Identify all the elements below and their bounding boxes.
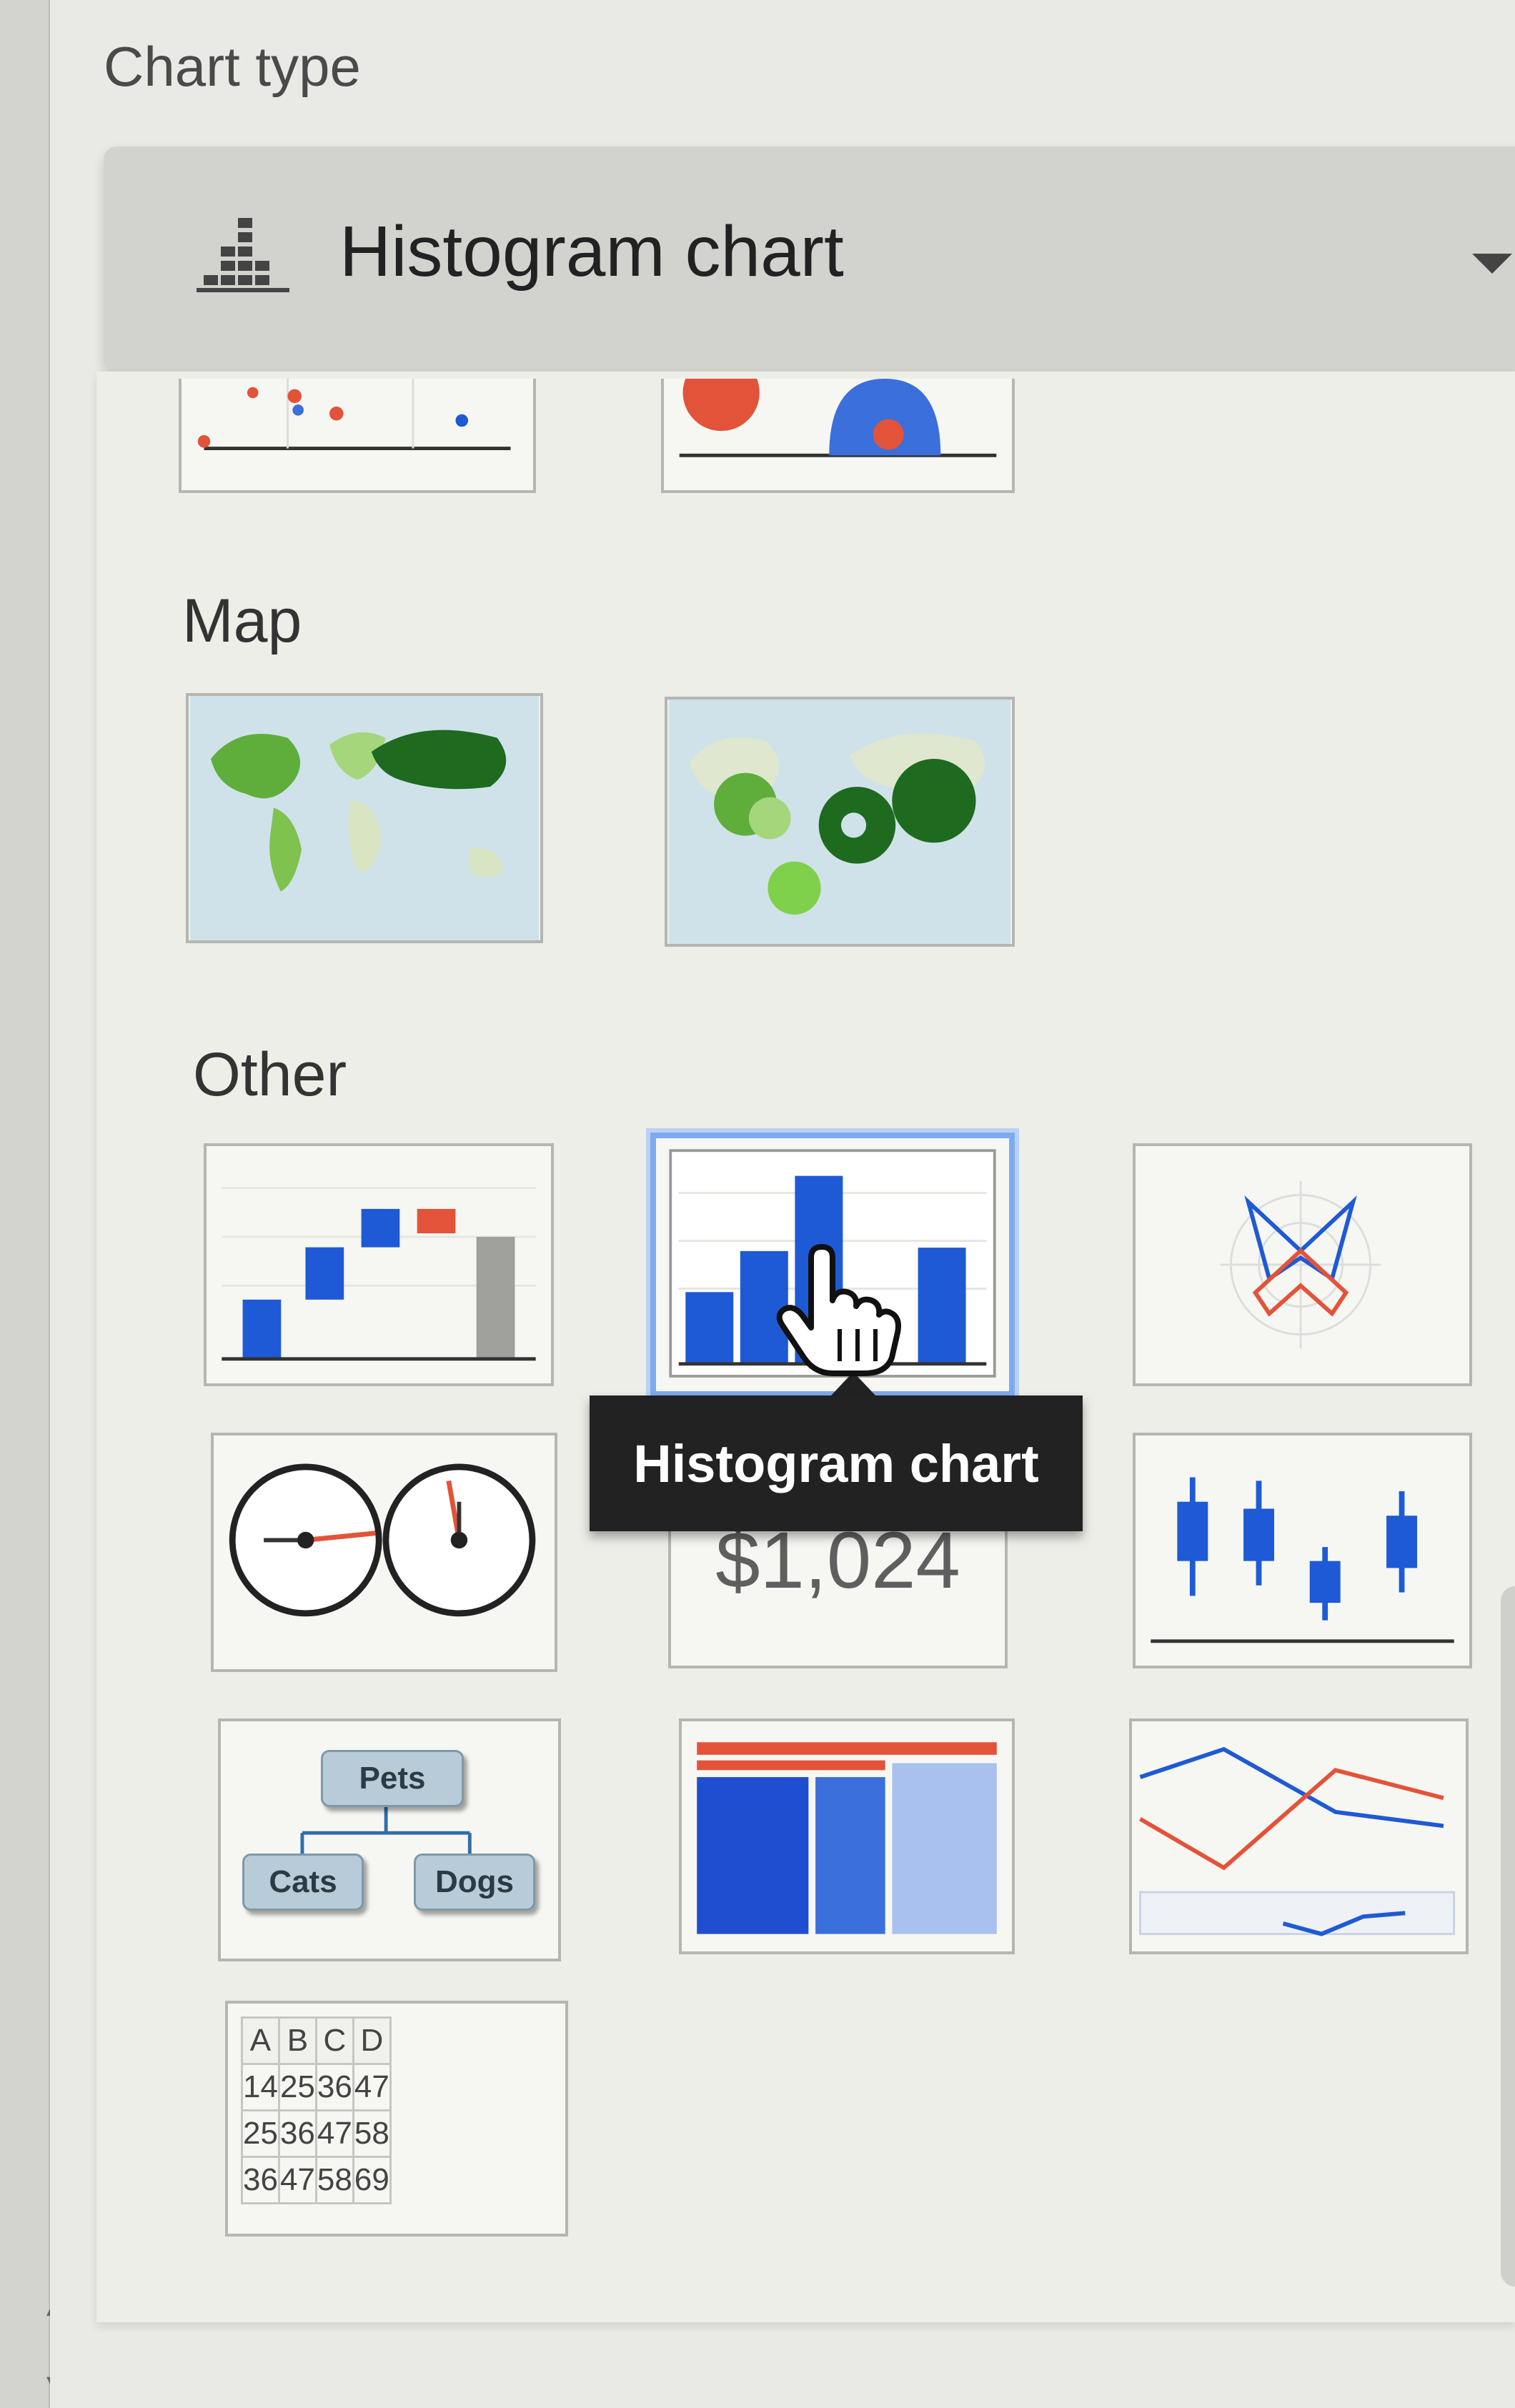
- table-cell: 14: [241, 2063, 280, 2111]
- scatter-chart-icon: [197, 379, 511, 450]
- table-cell: 58: [314, 2156, 354, 2204]
- geo-bubble-icon: [668, 700, 1011, 944]
- chart-type-list: Map: [96, 372, 1515, 2322]
- table-cell: 36: [277, 2109, 317, 2158]
- scatter-chart-thumb[interactable]: [179, 379, 536, 493]
- bubble-chart-icon: [679, 379, 997, 457]
- treemap-chart-icon: [697, 1742, 997, 1934]
- org-chart-thumb[interactable]: Pets Cats Dogs: [218, 1718, 561, 1961]
- chart-editor-panel: Chart type Histogram chart: [50, 0, 1515, 2408]
- radar-chart-thumb[interactable]: [1133, 1143, 1472, 1386]
- geo-chart-thumb[interactable]: [186, 693, 543, 943]
- geo-map-icon: [189, 696, 540, 940]
- chart-type-selected: Histogram chart: [339, 212, 844, 292]
- table-header: A: [241, 2016, 280, 2065]
- waterfall-chart-thumb[interactable]: [204, 1143, 554, 1386]
- table-cell: 25: [241, 2109, 280, 2158]
- treemap-chart-thumb[interactable]: [679, 1718, 1015, 1954]
- bubble-chart-thumb[interactable]: [661, 379, 1015, 493]
- table-header: C: [314, 2016, 354, 2065]
- table-cell: 47: [277, 2156, 317, 2204]
- org-node-root: Pets: [321, 1750, 464, 1807]
- candlestick-chart-icon: [1151, 1477, 1454, 1643]
- chart-type-label: Chart type: [104, 35, 361, 98]
- org-node-child-1: Cats: [242, 1854, 364, 1911]
- org-node-child-2: Dogs: [414, 1854, 535, 1911]
- timeline-chart-thumb[interactable]: [1129, 1718, 1469, 1954]
- gauge-chart-icon: [229, 1463, 536, 1617]
- table-chart-preview: A B C D 14 25 36 47 25 36 47 58: [241, 2016, 392, 2204]
- section-title-map: Map: [182, 587, 302, 655]
- tooltip: Histogram chart: [590, 1395, 1083, 1531]
- radar-chart-icon: [1220, 1180, 1381, 1349]
- table-cell: 36: [314, 2063, 354, 2111]
- candlestick-chart-thumb[interactable]: [1133, 1433, 1472, 1668]
- hand-cursor-icon: [776, 1244, 901, 1376]
- gauge-chart-thumb[interactable]: [211, 1433, 557, 1672]
- table-cell: 25: [277, 2063, 317, 2111]
- chart-type-dropdown[interactable]: Histogram chart: [104, 146, 1515, 372]
- sheet-gutter: ▲ ▼: [0, 0, 66, 2408]
- table-header: D: [352, 2016, 392, 2065]
- table-cell: 36: [241, 2156, 280, 2204]
- table-cell: 58: [352, 2109, 392, 2158]
- table-chart-thumb[interactable]: A B C D 14 25 36 47 25 36 47 58: [225, 2001, 568, 2237]
- table-header: B: [277, 2016, 317, 2065]
- panel-scrollbar[interactable]: [1501, 1586, 1515, 2287]
- table-cell: 69: [352, 2156, 392, 2204]
- dropdown-arrow-icon: [1472, 254, 1512, 274]
- timeline-chart-icon: [1139, 1746, 1456, 1936]
- waterfall-chart-icon: [222, 1187, 536, 1361]
- table-cell: 47: [314, 2109, 354, 2158]
- table-cell: 47: [352, 2063, 392, 2111]
- geo-bubble-chart-thumb[interactable]: [665, 697, 1015, 947]
- histogram-icon: [197, 218, 289, 292]
- section-title-other: Other: [193, 1040, 347, 1109]
